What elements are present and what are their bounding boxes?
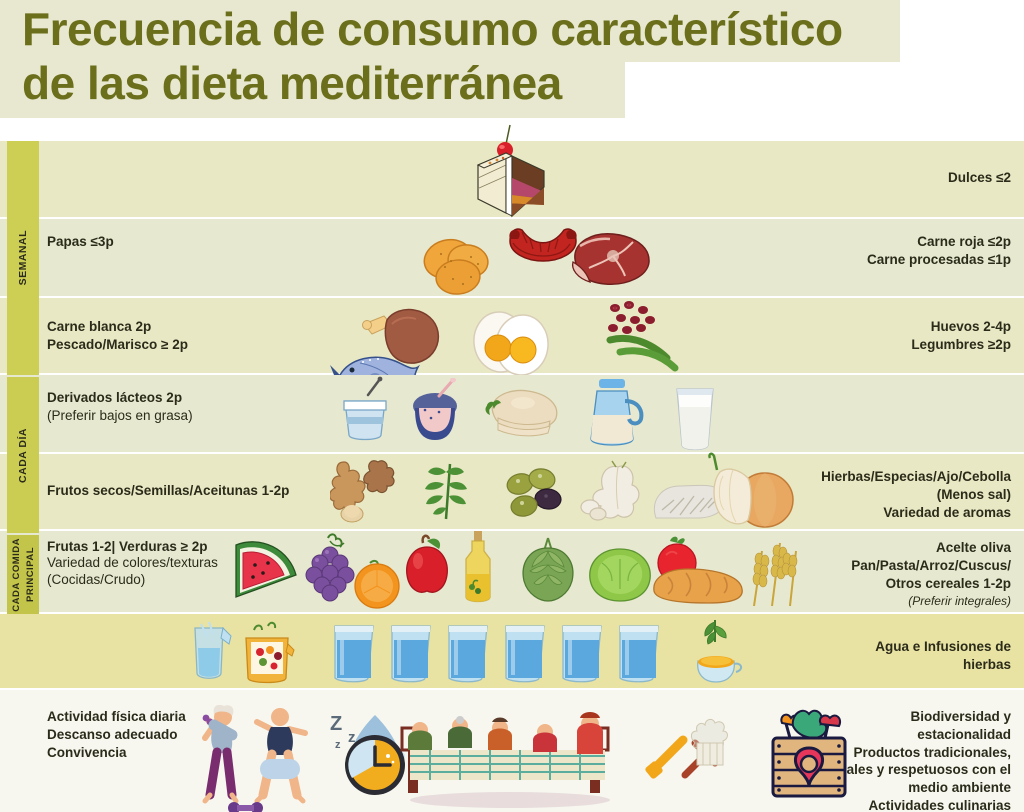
svg-text:Z: Z [330,713,342,735]
svg-text:z: z [335,739,341,751]
